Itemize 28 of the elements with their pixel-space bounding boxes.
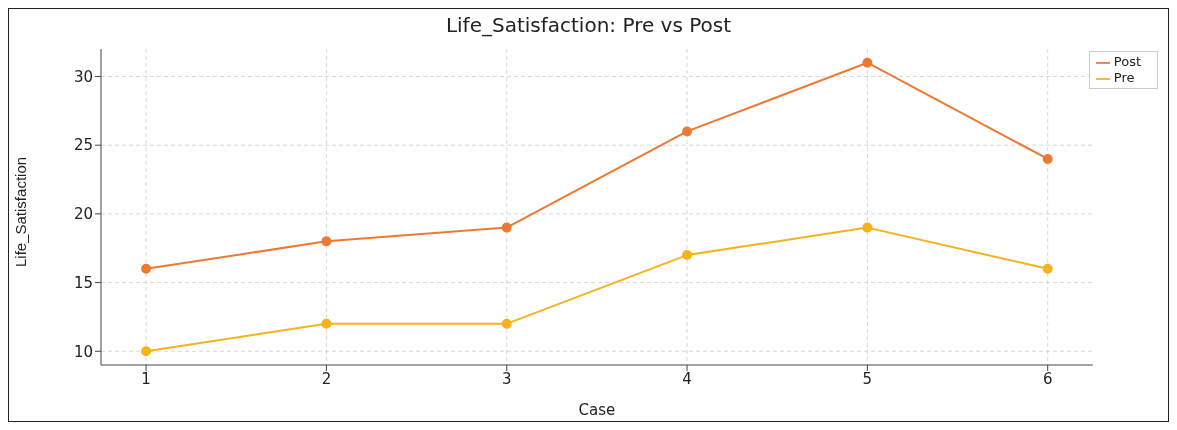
y-tick-label: 30	[73, 67, 93, 86]
point	[862, 57, 873, 68]
point	[321, 318, 332, 329]
x-tick-label: 2	[321, 369, 332, 388]
y-axis-title: Life_Satisfaction	[12, 156, 30, 267]
point	[501, 318, 512, 329]
point	[682, 250, 693, 261]
x-tick-label: 3	[501, 369, 512, 388]
y-tick-label: 15	[73, 273, 93, 292]
point	[501, 222, 512, 233]
chart-title: Life_Satisfaction: Pre vs Post	[444, 13, 733, 37]
point	[862, 222, 873, 233]
y-tick-label: 20	[73, 205, 93, 224]
point	[682, 126, 693, 137]
point	[321, 236, 332, 247]
point	[141, 263, 152, 274]
x-axis-title: Case	[578, 401, 616, 419]
x-tick-label: 1	[141, 369, 151, 388]
x-tick-label: 5	[862, 369, 873, 388]
y-tick-label: 25	[73, 136, 93, 155]
y-tick-label: 10	[73, 342, 93, 361]
x-tick-label: 6	[1042, 369, 1053, 388]
point	[141, 346, 152, 357]
legend-label: Post	[1113, 54, 1141, 69]
x-tick-label: 4	[682, 369, 692, 388]
legend-label: Pre	[1113, 70, 1135, 85]
point	[1042, 153, 1053, 164]
point	[1042, 263, 1053, 274]
